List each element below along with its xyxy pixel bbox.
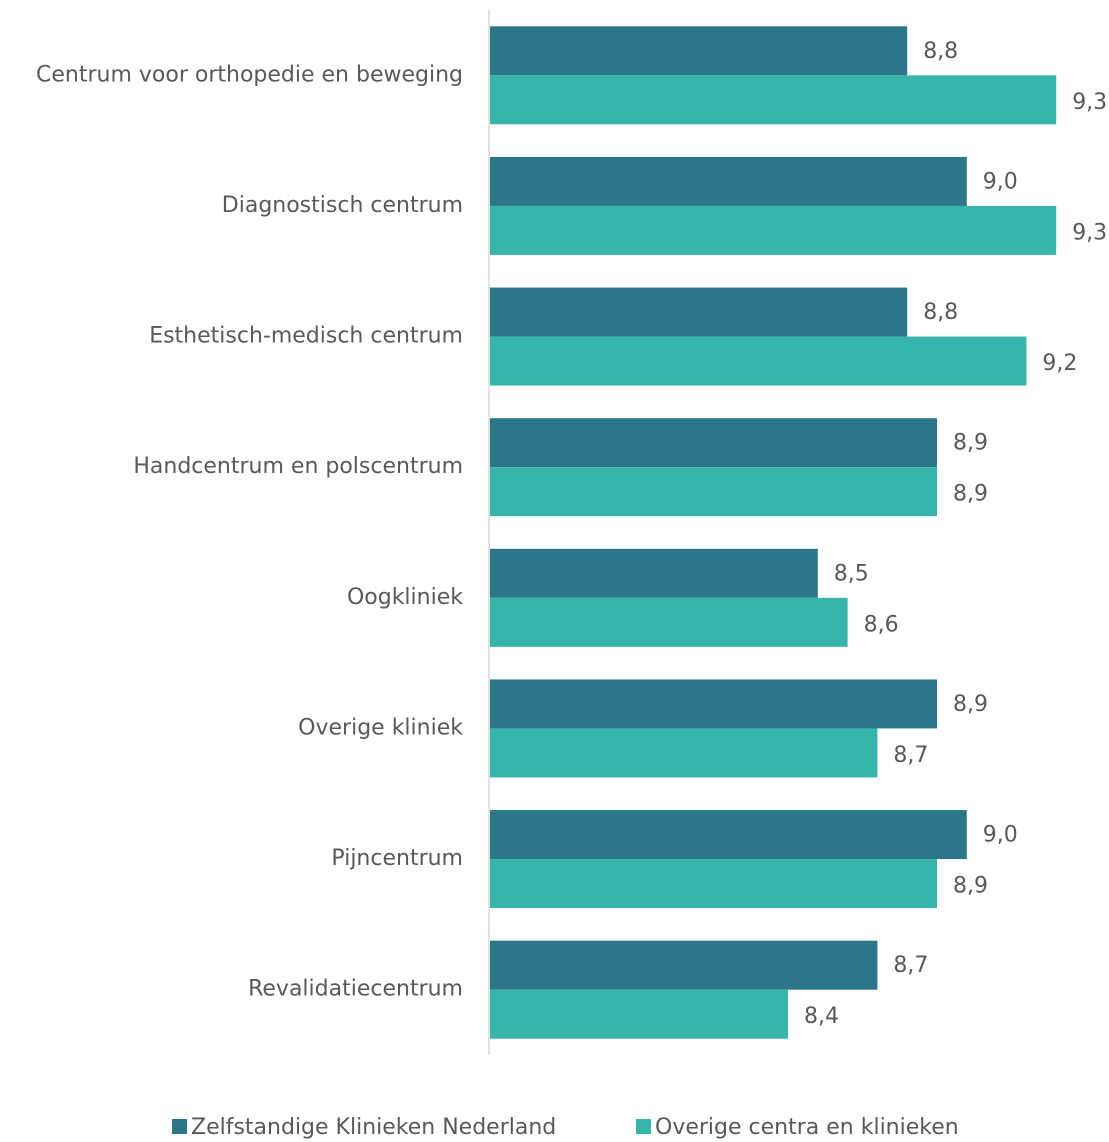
category-label: Esthetisch-medisch centrum bbox=[149, 324, 463, 349]
data-label: 8,4 bbox=[804, 1004, 839, 1029]
data-label: 9,0 bbox=[983, 823, 1018, 848]
bar bbox=[490, 336, 1027, 386]
data-label: 8,9 bbox=[953, 431, 988, 456]
bar bbox=[490, 810, 967, 860]
legend-label: Overige centra en klinieken bbox=[655, 1115, 959, 1140]
category-label: Centrum voor orthopedie en beweging bbox=[36, 62, 463, 87]
category-label: Oogkliniek bbox=[347, 585, 463, 610]
category-label: Revalidatiecentrum bbox=[248, 977, 463, 1002]
bar bbox=[490, 728, 878, 778]
bar bbox=[490, 679, 937, 729]
data-label: 9,0 bbox=[983, 169, 1018, 194]
category-label: Handcentrum en polscentrum bbox=[133, 454, 463, 479]
data-label: 8,6 bbox=[864, 612, 899, 637]
category-label: Diagnostisch centrum bbox=[222, 193, 463, 218]
data-label: 8,7 bbox=[893, 953, 928, 978]
bar bbox=[490, 287, 908, 337]
bar bbox=[490, 156, 967, 206]
bar bbox=[490, 418, 937, 468]
data-label: 8,7 bbox=[893, 743, 928, 768]
data-label: 8,8 bbox=[923, 300, 958, 325]
bar bbox=[490, 548, 818, 598]
bar bbox=[490, 859, 937, 909]
legend-swatch bbox=[636, 1119, 651, 1134]
data-label: 8,9 bbox=[953, 482, 988, 507]
data-label: 8,5 bbox=[834, 561, 869, 586]
data-label: 8,9 bbox=[953, 692, 988, 717]
legend-swatch bbox=[172, 1119, 187, 1134]
data-label: 9,3 bbox=[1072, 220, 1107, 245]
legend-label: Zelfstandige Klinieken Nederland bbox=[191, 1115, 556, 1140]
bar bbox=[490, 205, 1057, 255]
bar bbox=[490, 597, 848, 647]
category-label: Pijncentrum bbox=[331, 846, 463, 871]
bar bbox=[490, 940, 878, 990]
data-label: 9,3 bbox=[1072, 90, 1107, 115]
category-label: Overige kliniek bbox=[298, 715, 463, 740]
bar bbox=[490, 26, 908, 76]
bar bbox=[490, 75, 1057, 125]
bar bbox=[490, 989, 788, 1039]
data-label: 9,2 bbox=[1042, 351, 1077, 376]
bar bbox=[490, 467, 937, 517]
data-label: 8,9 bbox=[953, 874, 988, 899]
data-label: 8,8 bbox=[923, 39, 958, 64]
